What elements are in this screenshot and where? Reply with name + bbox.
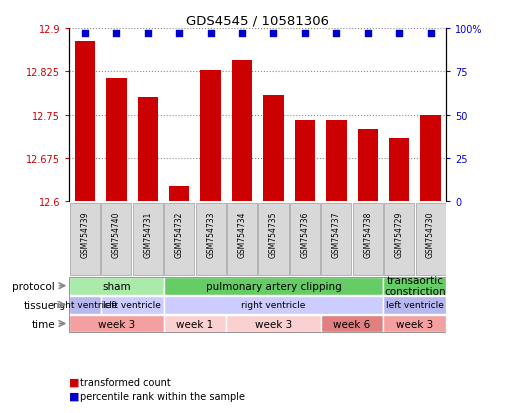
- Text: time: time: [31, 319, 55, 329]
- Text: ■: ■: [69, 377, 80, 387]
- Text: GSM754737: GSM754737: [332, 211, 341, 257]
- Bar: [232, 61, 252, 202]
- Text: protocol: protocol: [12, 281, 55, 291]
- Point: [112, 31, 121, 38]
- Text: GSM754736: GSM754736: [301, 211, 309, 257]
- Point: [238, 31, 246, 38]
- Text: left ventricle: left ventricle: [386, 300, 444, 309]
- Bar: [106, 78, 127, 202]
- Bar: [137, 98, 158, 202]
- Text: transformed count: transformed count: [80, 377, 170, 387]
- FancyBboxPatch shape: [383, 296, 446, 314]
- FancyBboxPatch shape: [70, 203, 100, 275]
- FancyBboxPatch shape: [164, 315, 226, 332]
- Point: [144, 31, 152, 38]
- Bar: [326, 121, 347, 202]
- Point: [395, 31, 403, 38]
- Text: sham: sham: [102, 281, 131, 291]
- Text: week 3: week 3: [396, 319, 433, 329]
- FancyBboxPatch shape: [101, 296, 164, 314]
- FancyBboxPatch shape: [227, 203, 257, 275]
- FancyBboxPatch shape: [226, 315, 321, 332]
- Text: week 6: week 6: [333, 319, 371, 329]
- Point: [175, 31, 183, 38]
- Title: GDS4545 / 10581306: GDS4545 / 10581306: [186, 15, 329, 28]
- Bar: [420, 115, 441, 202]
- FancyBboxPatch shape: [101, 203, 131, 275]
- Point: [269, 31, 278, 38]
- FancyBboxPatch shape: [164, 296, 383, 314]
- Text: GSM754735: GSM754735: [269, 211, 278, 257]
- Point: [426, 31, 435, 38]
- Text: week 1: week 1: [176, 319, 213, 329]
- Text: tissue: tissue: [24, 300, 55, 310]
- Text: GSM754739: GSM754739: [81, 211, 89, 257]
- Text: GSM754740: GSM754740: [112, 211, 121, 257]
- FancyBboxPatch shape: [416, 203, 446, 275]
- Point: [81, 31, 89, 38]
- FancyBboxPatch shape: [259, 203, 289, 275]
- FancyBboxPatch shape: [69, 277, 164, 295]
- FancyBboxPatch shape: [290, 203, 320, 275]
- Bar: [201, 70, 221, 202]
- Bar: [358, 130, 378, 202]
- Text: GSM754733: GSM754733: [206, 211, 215, 257]
- Text: pulmonary artery clipping: pulmonary artery clipping: [206, 281, 341, 291]
- FancyBboxPatch shape: [352, 203, 383, 275]
- Bar: [263, 96, 284, 202]
- Text: week 3: week 3: [98, 319, 135, 329]
- Text: week 3: week 3: [255, 319, 292, 329]
- Bar: [294, 121, 315, 202]
- Text: GSM754730: GSM754730: [426, 211, 435, 257]
- Text: GSM754738: GSM754738: [363, 211, 372, 257]
- Text: left ventricle: left ventricle: [103, 300, 161, 309]
- FancyBboxPatch shape: [164, 277, 383, 295]
- Text: GSM754734: GSM754734: [238, 211, 247, 257]
- FancyBboxPatch shape: [321, 315, 383, 332]
- FancyBboxPatch shape: [383, 277, 446, 295]
- Text: GSM754731: GSM754731: [143, 211, 152, 257]
- FancyBboxPatch shape: [69, 296, 101, 314]
- FancyBboxPatch shape: [133, 203, 163, 275]
- Text: transaortic
constriction: transaortic constriction: [384, 275, 446, 297]
- FancyBboxPatch shape: [69, 315, 164, 332]
- Point: [207, 31, 215, 38]
- Bar: [75, 42, 95, 202]
- Point: [332, 31, 341, 38]
- Text: percentile rank within the sample: percentile rank within the sample: [80, 391, 245, 401]
- FancyBboxPatch shape: [383, 315, 446, 332]
- FancyBboxPatch shape: [195, 203, 226, 275]
- Text: right ventricle: right ventricle: [241, 300, 306, 309]
- Bar: [389, 138, 409, 202]
- Point: [301, 31, 309, 38]
- FancyBboxPatch shape: [164, 203, 194, 275]
- Text: right ventricle: right ventricle: [53, 300, 117, 309]
- Text: GSM754729: GSM754729: [394, 211, 404, 257]
- Text: GSM754732: GSM754732: [175, 211, 184, 257]
- FancyBboxPatch shape: [321, 203, 351, 275]
- Point: [364, 31, 372, 38]
- FancyBboxPatch shape: [384, 203, 415, 275]
- Text: ■: ■: [69, 391, 80, 401]
- Bar: [169, 187, 189, 202]
